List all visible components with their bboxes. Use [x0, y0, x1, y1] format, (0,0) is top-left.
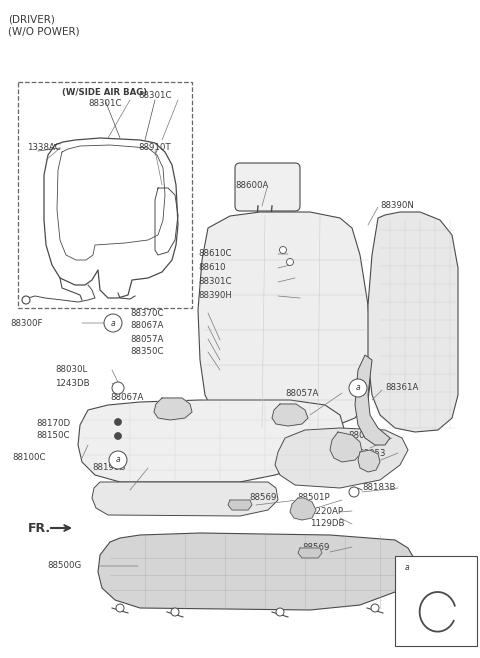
Text: 88300F: 88300F	[10, 318, 43, 328]
Text: (W/SIDE AIR BAG): (W/SIDE AIR BAG)	[62, 88, 147, 97]
Text: 88301C: 88301C	[88, 99, 122, 108]
Text: 88610: 88610	[198, 263, 226, 272]
Circle shape	[115, 432, 121, 440]
Text: 1220AP: 1220AP	[310, 507, 343, 515]
Circle shape	[349, 379, 367, 397]
Text: 88390N: 88390N	[380, 201, 414, 209]
Text: a: a	[405, 563, 409, 572]
Circle shape	[349, 487, 359, 497]
Text: 88301C: 88301C	[198, 278, 231, 286]
Text: 88067A: 88067A	[110, 393, 144, 403]
Polygon shape	[198, 212, 372, 430]
Text: 1243DB: 1243DB	[55, 378, 90, 388]
Bar	[18, 82, 192, 308]
Text: a: a	[356, 384, 360, 393]
Text: (W/O POWER): (W/O POWER)	[8, 26, 80, 36]
Circle shape	[287, 259, 293, 265]
Circle shape	[116, 604, 124, 612]
Text: 88390H: 88390H	[198, 291, 232, 301]
Circle shape	[104, 314, 122, 332]
Bar	[395, 556, 477, 646]
Text: 88170D: 88170D	[36, 418, 70, 428]
Text: a: a	[408, 565, 412, 574]
Text: 88370C: 88370C	[130, 309, 164, 318]
Polygon shape	[358, 450, 380, 472]
Circle shape	[109, 451, 127, 469]
Text: 88500G: 88500G	[47, 561, 81, 570]
Polygon shape	[154, 398, 192, 420]
Text: a: a	[116, 455, 120, 465]
Text: 88350C: 88350C	[130, 347, 164, 357]
Polygon shape	[330, 432, 362, 462]
Text: 88057A: 88057A	[130, 334, 163, 343]
Circle shape	[279, 247, 287, 253]
Circle shape	[399, 559, 415, 575]
Polygon shape	[275, 428, 408, 488]
Circle shape	[276, 608, 284, 616]
Polygon shape	[92, 482, 278, 516]
Text: 88190B: 88190B	[92, 463, 125, 472]
Circle shape	[371, 604, 379, 612]
Text: 88600A: 88600A	[235, 180, 268, 190]
Text: 88183B: 88183B	[362, 484, 396, 492]
Text: FR.: FR.	[28, 522, 51, 534]
Text: 88569: 88569	[302, 542, 329, 551]
Polygon shape	[368, 212, 458, 432]
Text: 1338AC: 1338AC	[27, 143, 61, 153]
Text: (DRIVER): (DRIVER)	[8, 14, 55, 24]
Polygon shape	[78, 400, 345, 482]
Text: 88030L: 88030L	[55, 365, 87, 374]
Text: 88053: 88053	[358, 449, 385, 457]
Text: 88100C: 88100C	[12, 453, 46, 463]
Polygon shape	[290, 498, 316, 520]
Circle shape	[171, 608, 179, 616]
Text: 1129DB: 1129DB	[310, 520, 345, 528]
Text: 88010L: 88010L	[348, 432, 380, 440]
Polygon shape	[228, 500, 252, 510]
Text: 88301C: 88301C	[138, 91, 172, 100]
Polygon shape	[272, 404, 308, 426]
Text: 14915A: 14915A	[432, 572, 465, 580]
Text: 88910T: 88910T	[138, 143, 170, 153]
Text: 88150C: 88150C	[36, 432, 70, 440]
Circle shape	[401, 561, 419, 579]
Circle shape	[22, 296, 30, 304]
Text: a: a	[111, 318, 115, 328]
Text: 88067A: 88067A	[130, 322, 163, 330]
Text: 88569: 88569	[249, 494, 276, 503]
Polygon shape	[355, 355, 390, 445]
Text: 88501P: 88501P	[297, 494, 330, 503]
FancyBboxPatch shape	[235, 163, 300, 211]
Text: 88057A: 88057A	[285, 388, 318, 397]
Text: 14915A: 14915A	[421, 563, 454, 572]
Text: 88610C: 88610C	[198, 249, 231, 259]
Circle shape	[112, 382, 124, 394]
Polygon shape	[298, 548, 322, 558]
Circle shape	[115, 418, 121, 426]
Text: 88361A: 88361A	[385, 384, 419, 393]
Polygon shape	[98, 533, 415, 610]
